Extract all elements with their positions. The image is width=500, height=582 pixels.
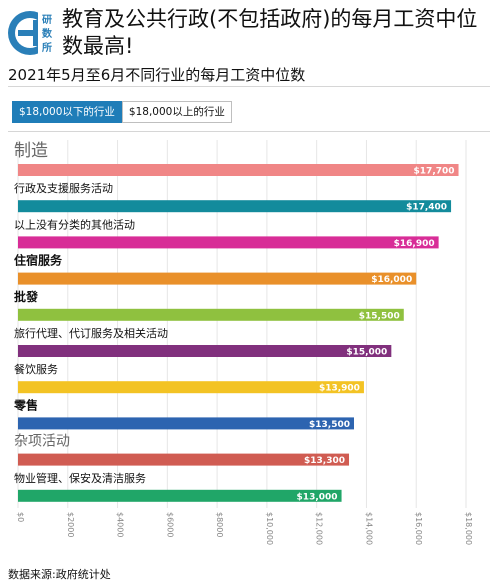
x-tick-label: $4000 [116,512,125,537]
category-label: 住宿服务 [14,253,63,268]
x-tick-label: $14,000 [364,512,373,545]
chart-subtitle: 2021年5月至6月不同行业的每月工资中位数 [8,66,306,84]
value-label: $15,000 [346,348,387,358]
category-label: 零售 [13,397,38,412]
x-tick-label: $10,000 [265,512,274,545]
x-tick-label: $2000 [66,512,75,537]
logo-text-1: 研 [42,14,52,26]
bar [18,200,452,213]
bar [18,417,354,430]
tab-above-18000[interactable]: $18,000以上的行业 [121,101,232,123]
value-label: $17,400 [406,203,447,213]
value-label: $13,300 [304,456,345,466]
value-label: $15,500 [359,311,400,321]
bar [18,272,417,285]
page-title: 教育及公共行政(不包括政府)的每月工资中位数最高! [62,7,478,58]
category-label: 物业管理、保安及清洁服务 [14,471,146,485]
logo-text-2: 数 [42,27,53,40]
category-label: 行政及支援服务活动 [14,181,113,195]
bar [18,381,364,394]
value-label: $13,000 [297,492,338,502]
category-label: 制造 [14,141,48,161]
bar [18,236,439,249]
bar [18,453,350,466]
x-tick-label: $6000 [165,512,174,537]
x-tick-label: $12,000 [315,512,324,545]
value-label: $13,900 [319,384,360,394]
bar [18,345,392,357]
logo-icon: 研 数 所 [8,8,56,58]
value-label: $13,500 [309,420,350,430]
divider [8,131,490,132]
value-label: $17,700 [414,167,455,177]
tab-below-18000[interactable]: $18,000以下的行业 [12,101,122,123]
category-label: 以上没有分类的其他活动 [14,217,135,231]
category-label: 杂项活动 [14,434,70,450]
logo-text-3: 所 [42,41,52,54]
header: 研 数 所 教育及公共行政(不包括政府)的每月工资中位数最高! [6,6,494,64]
x-tick-label: $18,000 [464,512,473,545]
value-label: $16,900 [394,239,435,249]
value-label: $16,000 [371,275,412,285]
bar [18,164,459,176]
divider [8,86,490,87]
category-label: 旅行代理、代订服务及相关活动 [14,326,168,340]
category-label: 餐饮服务 [14,362,58,376]
x-tick-label: $16,000 [414,512,423,545]
bar [18,308,404,321]
tab-bar: $18,000以下的行业 $18,000以上的行业 [12,101,232,123]
source-note: 数据来源:政府统计处 [8,568,111,581]
x-tick-label: $8000 [215,512,224,537]
x-tick-label: $0 [16,512,25,522]
bar [18,489,342,502]
category-label: 批發 [14,289,39,304]
